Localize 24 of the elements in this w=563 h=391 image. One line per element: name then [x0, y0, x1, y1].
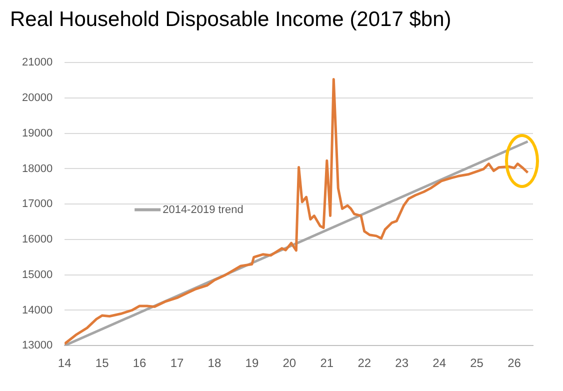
x-tick-label: 20 — [282, 356, 296, 370]
y-tick-label: 18000 — [22, 162, 53, 175]
x-tick-label: 25 — [470, 356, 484, 370]
x-tick-label: 23 — [395, 356, 409, 370]
y-tick-label: 21000 — [22, 56, 53, 69]
x-tick-label: 16 — [132, 356, 147, 370]
y-tick-label: 16000 — [22, 234, 53, 246]
x-tick-label: 24 — [432, 356, 446, 370]
legend-label: 2014-2019 trend — [162, 204, 244, 216]
y-tick-label: 15000 — [22, 268, 53, 281]
y-tick-label: 14000 — [22, 304, 53, 316]
y-tick-label: 20000 — [22, 92, 53, 104]
x-tick-label: 21 — [320, 356, 334, 370]
x-tick-label: 15 — [95, 356, 110, 370]
y-tick-label: 19000 — [22, 127, 53, 140]
y-tick-label: 13000 — [22, 340, 53, 352]
x-tick-label: 14 — [58, 356, 72, 370]
chart-title: Real Household Disposable Income (2017 $bn) — [10, 8, 452, 32]
x-tick-label: 26 — [508, 356, 522, 370]
x-tick-label: 17 — [170, 356, 184, 370]
x-tick-label: 19 — [245, 356, 259, 370]
x-tick-label: 22 — [358, 356, 372, 370]
y-tick-label: 17000 — [22, 198, 53, 210]
x-tick-label: 18 — [208, 356, 222, 370]
